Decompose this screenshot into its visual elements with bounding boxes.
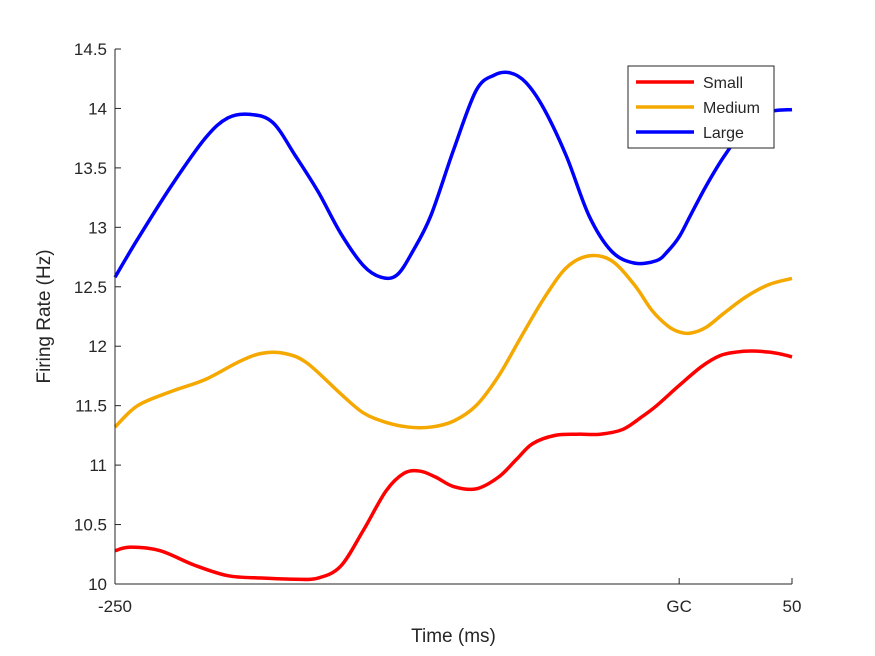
y-tick-label: 10.5 bbox=[74, 516, 107, 535]
legend-label-large: Large bbox=[703, 125, 744, 142]
y-axis-label: Firing Rate (Hz) bbox=[34, 249, 55, 383]
y-tick-label: 14 bbox=[88, 99, 107, 118]
y-tick-label: 12.5 bbox=[74, 278, 107, 297]
y-tick-label: 14.5 bbox=[74, 40, 107, 59]
legend-label-medium: Medium bbox=[703, 100, 760, 117]
y-tick-label: 11.5 bbox=[75, 397, 107, 416]
x-tick-label: -250 bbox=[98, 597, 132, 616]
y-tick-label: 12 bbox=[88, 337, 107, 356]
series-layer bbox=[113, 70, 793, 582]
y-tick-label: 13 bbox=[88, 218, 107, 237]
ticks-layer: 10 10.5 11 11.5 12 12.5 13 13.5 14 14.5 -250 GC 50 bbox=[74, 40, 802, 616]
y-tick-label: 10 bbox=[88, 575, 107, 594]
legend: Small Medium Large bbox=[627, 65, 775, 149]
series-line-large bbox=[113, 70, 793, 281]
x-tick-label: GC bbox=[666, 597, 692, 616]
series-line-small bbox=[114, 349, 793, 582]
series-line-medium bbox=[113, 253, 793, 430]
x-tick-label: 50 bbox=[783, 597, 802, 616]
x-axis-label: Time (ms) bbox=[411, 626, 496, 647]
legend-items: Small Medium Large bbox=[636, 75, 760, 142]
y-tick-label: 13.5 bbox=[74, 159, 107, 178]
y-tick-label: 11 bbox=[89, 456, 107, 475]
legend-label-small: Small bbox=[703, 75, 743, 92]
